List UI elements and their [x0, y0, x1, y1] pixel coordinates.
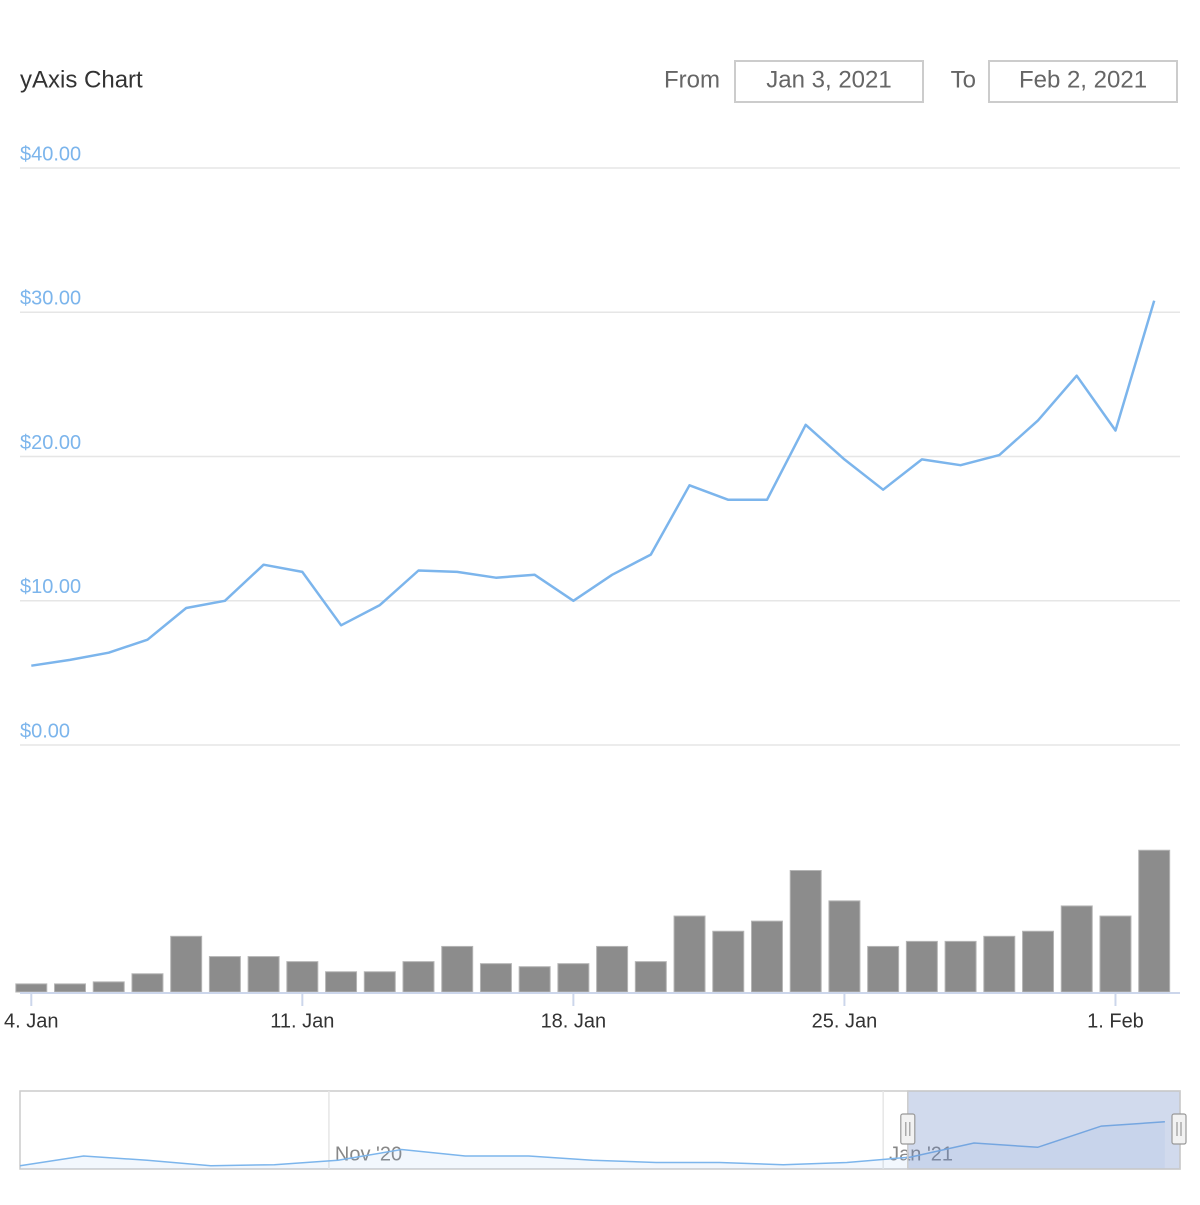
- navigator-area: [20, 1121, 1165, 1169]
- x-tick-label: 18. Jan: [541, 1010, 607, 1032]
- volume-bar: [557, 963, 590, 993]
- x-tick-label: 25. Jan: [812, 1010, 878, 1032]
- navigator-background: [19, 1090, 1181, 1170]
- from-label: From: [664, 66, 720, 93]
- volume-bar: [1099, 915, 1132, 993]
- volume-bar: [789, 870, 822, 993]
- volume-bar: [944, 940, 977, 993]
- volume-bar: [208, 956, 241, 993]
- volume-bar: [828, 900, 861, 993]
- navigator-selection: [907, 1090, 1181, 1170]
- volume-bar: [92, 981, 125, 993]
- volume-bar: [54, 983, 87, 993]
- navigator-handle[interactable]: [900, 1113, 916, 1145]
- x-tick-label: 4. Jan: [4, 1010, 58, 1032]
- volume-bar: [867, 945, 900, 993]
- volume-bar: [170, 935, 203, 993]
- volume-bar: [363, 971, 396, 993]
- y-tick-label: $10.00: [20, 576, 81, 598]
- to-input[interactable]: [988, 60, 1178, 103]
- volume-bar: [286, 961, 319, 993]
- x-tick-label: 11. Jan: [270, 1010, 334, 1032]
- from-value: Jan 3, 2021: [766, 66, 891, 93]
- y-tick-label: $40.00: [20, 143, 81, 165]
- navigator-tick-label: Nov '20: [335, 1143, 402, 1165]
- volume-bar: [712, 930, 745, 993]
- volume-bar: [15, 983, 48, 993]
- price-line: [31, 300, 1156, 667]
- volume-bar: [1060, 905, 1093, 993]
- volume-bar: [441, 945, 474, 993]
- volume-bar: [479, 963, 512, 993]
- x-tick-label: 1. Feb: [1087, 1010, 1144, 1032]
- volume-bar: [325, 971, 358, 993]
- y-tick-label: $0.00: [20, 720, 70, 742]
- volume-bar: [634, 961, 667, 993]
- volume-bar: [905, 940, 938, 993]
- chart-title: yAxis Chart: [20, 66, 143, 93]
- y-tick-label: $30.00: [20, 288, 81, 310]
- volume-bar: [673, 915, 706, 993]
- navigator-handle[interactable]: [1171, 1113, 1187, 1145]
- volume-bar: [983, 935, 1016, 993]
- volume-bar: [518, 966, 551, 993]
- volume-bar: [247, 956, 280, 993]
- volume-bar: [596, 945, 629, 993]
- to-value: Feb 2, 2021: [1019, 66, 1147, 93]
- volume-bar: [750, 920, 783, 993]
- to-label: To: [951, 66, 976, 93]
- volume-bar: [402, 961, 435, 993]
- volume-bar: [1022, 930, 1055, 993]
- volume-bar: [131, 973, 164, 993]
- volume-bar: [1138, 849, 1171, 993]
- navigator-line: [19, 1121, 1165, 1167]
- y-tick-label: $20.00: [20, 432, 81, 454]
- from-input[interactable]: [734, 60, 924, 103]
